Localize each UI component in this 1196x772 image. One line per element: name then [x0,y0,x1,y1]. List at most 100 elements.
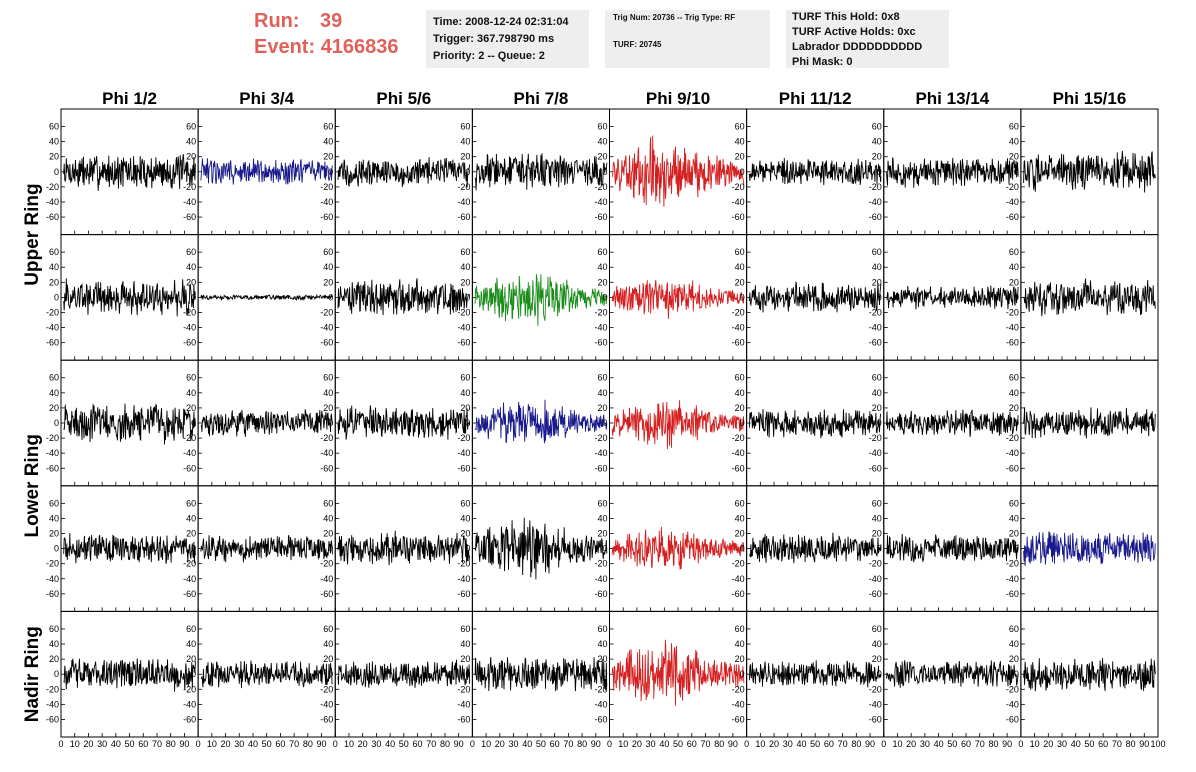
waveform-trace [748,157,882,186]
waveform-trace [886,157,1019,188]
y-tick-label: 40 [597,639,607,649]
waveform-panel: -60 -40 -20 0 20 40 60 [183,108,336,236]
x-tick-label: 60 [275,739,285,749]
y-tick-label: 60 [597,624,607,634]
column-header: Phi 13/14 [915,89,989,108]
y-tick-label: -40 [46,574,59,584]
y-tick-label: -20 [46,307,59,317]
y-tick-label: 0 [54,418,59,428]
x-tick-label: 20 [1043,739,1053,749]
waveform-panel: -60 -40 -20 0 20 40 60 [732,485,885,612]
y-tick-label: -40 [869,197,882,207]
x-tick-label: 0 [58,739,63,749]
y-tick-label: 20 [735,654,745,664]
x-tick-label: 30 [1057,739,1067,749]
x-tick-label: 30 [646,739,656,749]
y-tick-label: 0 [54,669,59,679]
y-tick-label: 60 [872,624,882,634]
y-tick-label: 60 [186,373,196,383]
x-tick-label: 60 [138,739,148,749]
y-tick-label: -20 [457,684,470,694]
y-tick-label: -40 [732,323,745,333]
waveform-panel: -60 -40 -20 0 20 40 60 [869,108,1022,236]
y-tick-label: -60 [183,589,196,599]
y-tick-label: -20 [183,307,196,317]
y-tick-label: -40 [457,574,470,584]
waveform-trace [200,409,333,437]
y-tick-label: -20 [320,433,333,443]
x-tick-label: 80 [303,739,313,749]
x-tick-label: 10 [481,739,491,749]
y-tick-label: 60 [1009,498,1019,508]
y-tick-label: -40 [732,699,745,709]
y-tick-label: -60 [183,212,196,222]
y-tick-label: -40 [1006,699,1019,709]
y-tick-label: 60 [872,373,882,383]
y-tick-label: 40 [186,513,196,523]
y-tick-label: -60 [869,338,882,348]
y-tick-label: 0 [328,418,333,428]
x-tick-label: 60 [413,739,423,749]
x-tick-label: 50 [1084,739,1094,749]
waveform-trace [63,403,196,445]
x-tick-label: 90 [454,739,464,749]
x-tick-label: 80 [577,739,587,749]
waveform-trace [474,656,608,692]
x-tick-label: 80 [851,739,861,749]
x-tick-label: 10 [344,739,354,749]
y-tick-label: -40 [594,699,607,709]
x-tick-label: 10 [70,739,80,749]
y-tick-label: 20 [49,152,59,162]
y-tick-label: -40 [183,574,196,584]
y-tick-label: -40 [869,448,882,458]
y-tick-label: -40 [457,197,470,207]
x-tick-label: 50 [125,739,135,749]
waveform-trace [748,408,881,439]
x-tick-label: 90 [865,739,875,749]
y-tick-label: -60 [457,714,470,724]
y-tick-label: 20 [597,152,607,162]
y-tick-label: 40 [460,388,470,398]
waveform-trace [748,281,882,313]
y-tick-label: -60 [46,212,59,222]
y-tick-label: 60 [49,624,59,634]
y-tick-label: 40 [735,639,745,649]
y-tick-label: -20 [46,433,59,443]
y-tick-label: 20 [186,277,196,287]
waveform-trace [1023,407,1156,439]
y-tick-label: -20 [457,559,470,569]
y-tick-label: -40 [732,197,745,207]
waveform-trace [886,533,1019,563]
waveform-trace [611,280,745,319]
x-tick-label: 60 [961,739,971,749]
y-tick-label: 0 [328,167,333,177]
y-tick-label: 40 [323,262,333,272]
waveform-trace [200,293,333,302]
y-tick-label: 60 [735,122,745,132]
y-tick-label: 20 [872,152,882,162]
x-tick-label: 80 [166,739,176,749]
y-tick-label: -20 [183,182,196,192]
y-tick-label: 40 [186,137,196,147]
y-tick-label: 60 [186,498,196,508]
y-tick-label: -40 [320,323,333,333]
waveform-trace [1023,657,1156,692]
y-tick-label: -60 [457,463,470,473]
waveform-panel: -60 -40 -20 0 20 40 60 [594,485,748,612]
y-tick-label: -40 [594,574,607,584]
y-tick-label: 20 [597,654,607,664]
y-tick-label: -20 [732,684,745,694]
y-tick-label: -40 [869,574,882,584]
y-tick-label: 60 [1009,247,1019,257]
y-tick-label: 20 [1009,654,1019,664]
event-value: 4166836 [320,36,399,58]
y-tick-label: -60 [869,589,882,599]
y-tick-label: 60 [323,122,333,132]
y-tick-label: -20 [1006,182,1019,192]
labrador-text: Labrador DDDDDDDDDD [792,41,923,53]
y-tick-label: -20 [320,307,333,317]
waveform-trace [1023,531,1156,567]
x-tick-label: 60 [824,739,834,749]
waveform-panel: -60 -40 -20 0 20 40 60 [46,234,199,361]
x-tick-label: 100 [1150,739,1165,749]
